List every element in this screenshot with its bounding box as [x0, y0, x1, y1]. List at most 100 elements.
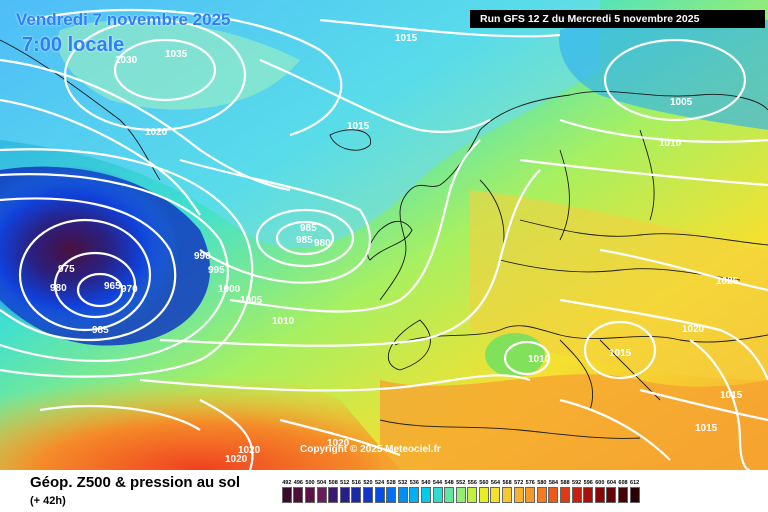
scale-value-label: 552 — [456, 480, 466, 486]
scale-value-label: 516 — [351, 480, 361, 486]
scale-color-swatch — [281, 487, 292, 503]
scale-value-label: 500 — [305, 480, 315, 486]
scale-value-label: 612 — [630, 480, 640, 486]
scale-value-label: 532 — [398, 480, 408, 486]
scale-value-label: 512 — [340, 480, 350, 486]
isobar-label: 990 — [194, 251, 211, 262]
scale-color-swatch — [351, 487, 362, 503]
scale-color-swatch — [444, 487, 455, 503]
scale-entry: 532 — [397, 479, 409, 503]
model-run-banner: Run GFS 12 Z du Mercredi 5 novembre 2025 — [470, 10, 765, 28]
scale-value-label: 588 — [560, 480, 570, 486]
scale-color-swatch — [629, 487, 640, 503]
scale-entry: 552 — [455, 479, 467, 503]
scale-color-swatch — [386, 487, 397, 503]
scale-entry: 556 — [467, 479, 479, 503]
coastlines — [0, 39, 768, 439]
scale-value-label: 492 — [282, 480, 292, 486]
scale-value-label: 600 — [595, 480, 605, 486]
isobars — [0, 8, 768, 470]
scale-color-swatch — [525, 487, 536, 503]
color-scale-legend: 492 496 500 504 508 512 516 520 524 528 532 536 540 5… — [281, 479, 640, 503]
scale-color-swatch — [432, 487, 443, 503]
isobar-label: 1005 — [670, 97, 693, 108]
scale-value-label: 524 — [374, 480, 385, 486]
isobar-label: 980 — [50, 283, 67, 294]
isobar-label: 1025 — [716, 276, 739, 287]
scale-color-swatch — [304, 487, 315, 503]
isobar-label: 1010 — [528, 354, 551, 365]
scale-entry: 508 — [327, 479, 339, 503]
forecast-date: Vendredi 7 novembre 2025 — [16, 10, 231, 29]
scale-entry: 600 — [594, 479, 606, 503]
isobar-label: 1020 — [238, 445, 261, 456]
isobar-label: 1020 — [225, 454, 248, 465]
scale-color-swatch — [374, 487, 385, 503]
copyright-notice: Copyright © 2025 Meteociel.fr — [300, 444, 441, 455]
central-yellow — [470, 190, 768, 380]
forecast-lead-time: (+ 42h) — [30, 495, 66, 507]
scale-color-swatch — [560, 487, 571, 503]
scale-entry: 588 — [559, 479, 571, 503]
scale-entry: 580 — [536, 479, 548, 503]
scale-color-swatch — [606, 487, 617, 503]
scale-color-swatch — [502, 487, 513, 503]
scale-color-swatch — [293, 487, 304, 503]
scale-entry: 560 — [478, 479, 490, 503]
scale-entry: 524 — [374, 479, 386, 503]
scale-entry: 576 — [524, 479, 536, 503]
scale-color-swatch — [548, 487, 559, 503]
scale-entry: 584 — [548, 479, 560, 503]
scale-color-swatch — [536, 487, 547, 503]
scale-value-label: 528 — [386, 480, 396, 486]
scale-value-label: 596 — [583, 480, 593, 486]
scale-value-label: 548 — [444, 480, 454, 486]
scale-value-label: 572 — [514, 480, 524, 486]
greenland-high — [57, 20, 300, 110]
isobar-label: 985 — [92, 325, 109, 336]
scale-entry: 504 — [316, 479, 328, 503]
scale-color-swatch — [316, 487, 327, 503]
scale-value-label: 568 — [502, 480, 512, 486]
scale-entry: 540 — [420, 479, 432, 503]
scale-value-label: 608 — [618, 480, 628, 486]
scale-entry: 572 — [513, 479, 525, 503]
isobar-label: 1020 — [682, 324, 705, 335]
scale-color-swatch — [420, 487, 431, 503]
scale-value-label: 540 — [421, 480, 431, 486]
scale-entry: 516 — [351, 479, 363, 503]
scale-entry: 536 — [409, 479, 421, 503]
isobar-label: 980 — [314, 238, 331, 249]
scale-entry: 564 — [490, 479, 502, 503]
isobar-labels: 1015 1035 1030 1020 1015 1010 1005 1000 … — [50, 33, 743, 465]
scale-value-label: 592 — [572, 480, 582, 486]
scale-color-swatch — [571, 487, 582, 503]
scale-color-swatch — [455, 487, 466, 503]
isobar-label: 1005 — [240, 295, 263, 306]
scale-value-label: 576 — [525, 480, 535, 486]
map-product-title: Géop. Z500 & pression au sol — [30, 474, 241, 491]
isobar-label: 985 — [296, 235, 313, 246]
scale-entry: 612 — [629, 479, 641, 503]
isobar-label: 1010 — [272, 316, 295, 327]
scale-value-label: 564 — [490, 480, 501, 486]
scale-color-swatch — [583, 487, 594, 503]
scale-value-label: 584 — [548, 480, 559, 486]
scale-color-swatch — [397, 487, 408, 503]
scale-value-label: 496 — [293, 480, 303, 486]
scale-value-label: 560 — [479, 480, 489, 486]
scale-entry: 604 — [606, 479, 618, 503]
isobar-label: 1015 — [609, 348, 632, 359]
isobar-label: 1020 — [145, 127, 168, 138]
map-footer: Géop. Z500 & pression au sol (+ 42h) 492… — [0, 470, 768, 512]
isobar-label: 1015 — [720, 390, 743, 401]
scale-value-label: 580 — [537, 480, 547, 486]
scale-value-label: 508 — [328, 480, 338, 486]
scale-value-label: 504 — [316, 480, 327, 486]
scale-color-swatch — [490, 487, 501, 503]
scale-color-swatch — [478, 487, 489, 503]
scale-value-label: 520 — [363, 480, 373, 486]
scale-value-label: 604 — [606, 480, 617, 486]
isobar-label: 995 — [208, 265, 225, 276]
scale-entry: 512 — [339, 479, 351, 503]
